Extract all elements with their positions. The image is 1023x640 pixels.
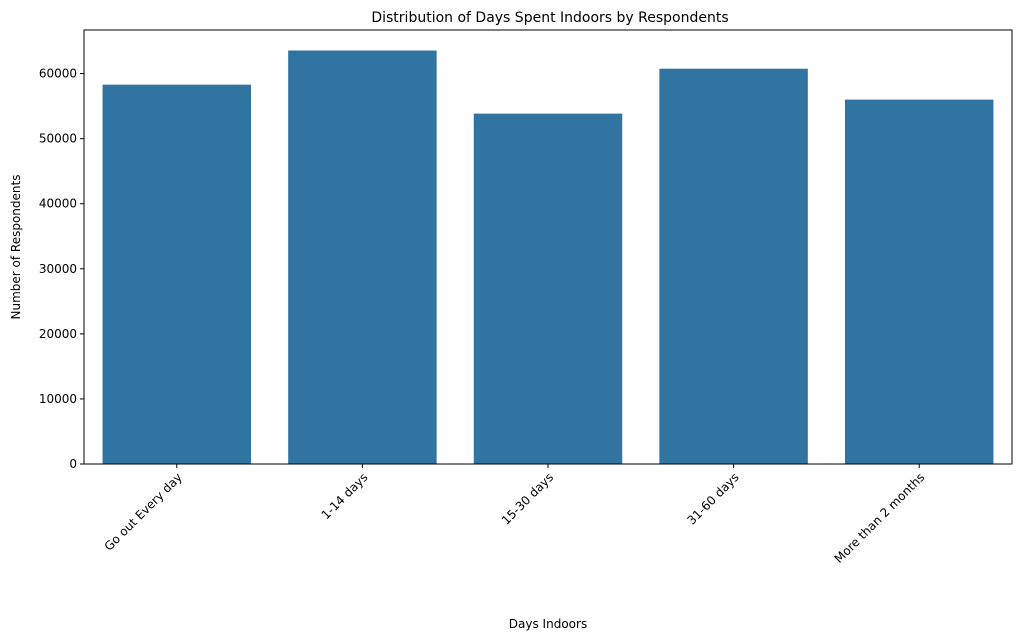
y-tick-label: 20000 (39, 327, 77, 341)
x-tick-label: More than 2 months (832, 470, 928, 566)
bar-2 (473, 113, 623, 464)
x-axis-label: Days Indoors (509, 617, 587, 631)
y-axis-label: Number of Respondents (9, 175, 23, 320)
y-tick-label: 10000 (39, 392, 77, 406)
bar-3 (659, 68, 808, 464)
plot-frame (83, 29, 1013, 465)
y-tick-label: 30000 (39, 262, 77, 276)
y-tick-label: 50000 (39, 132, 77, 146)
chart-title: Distribution of Days Spent Indoors by Re… (371, 10, 728, 26)
bar-1 (288, 50, 437, 465)
x-tick-label: Go out Every day (102, 470, 185, 553)
y-tick-label: 0 (69, 457, 77, 471)
y-axis-ticks: 0 10000 20000 30000 40000 50000 60000 (39, 67, 84, 471)
y-tick-label: 60000 (39, 67, 77, 81)
bar-0 (102, 84, 252, 464)
bars-group (102, 50, 994, 465)
y-tick-label: 40000 (39, 197, 77, 211)
x-tick-label: 15-30 days (499, 470, 556, 527)
x-tick-label: 31-60 days (684, 470, 741, 527)
x-axis-ticks: Go out Every day 1-14 days 15-30 days 31-60… (102, 464, 928, 566)
bar-4 (844, 99, 994, 464)
x-tick-label: 1-14 days (319, 470, 371, 522)
